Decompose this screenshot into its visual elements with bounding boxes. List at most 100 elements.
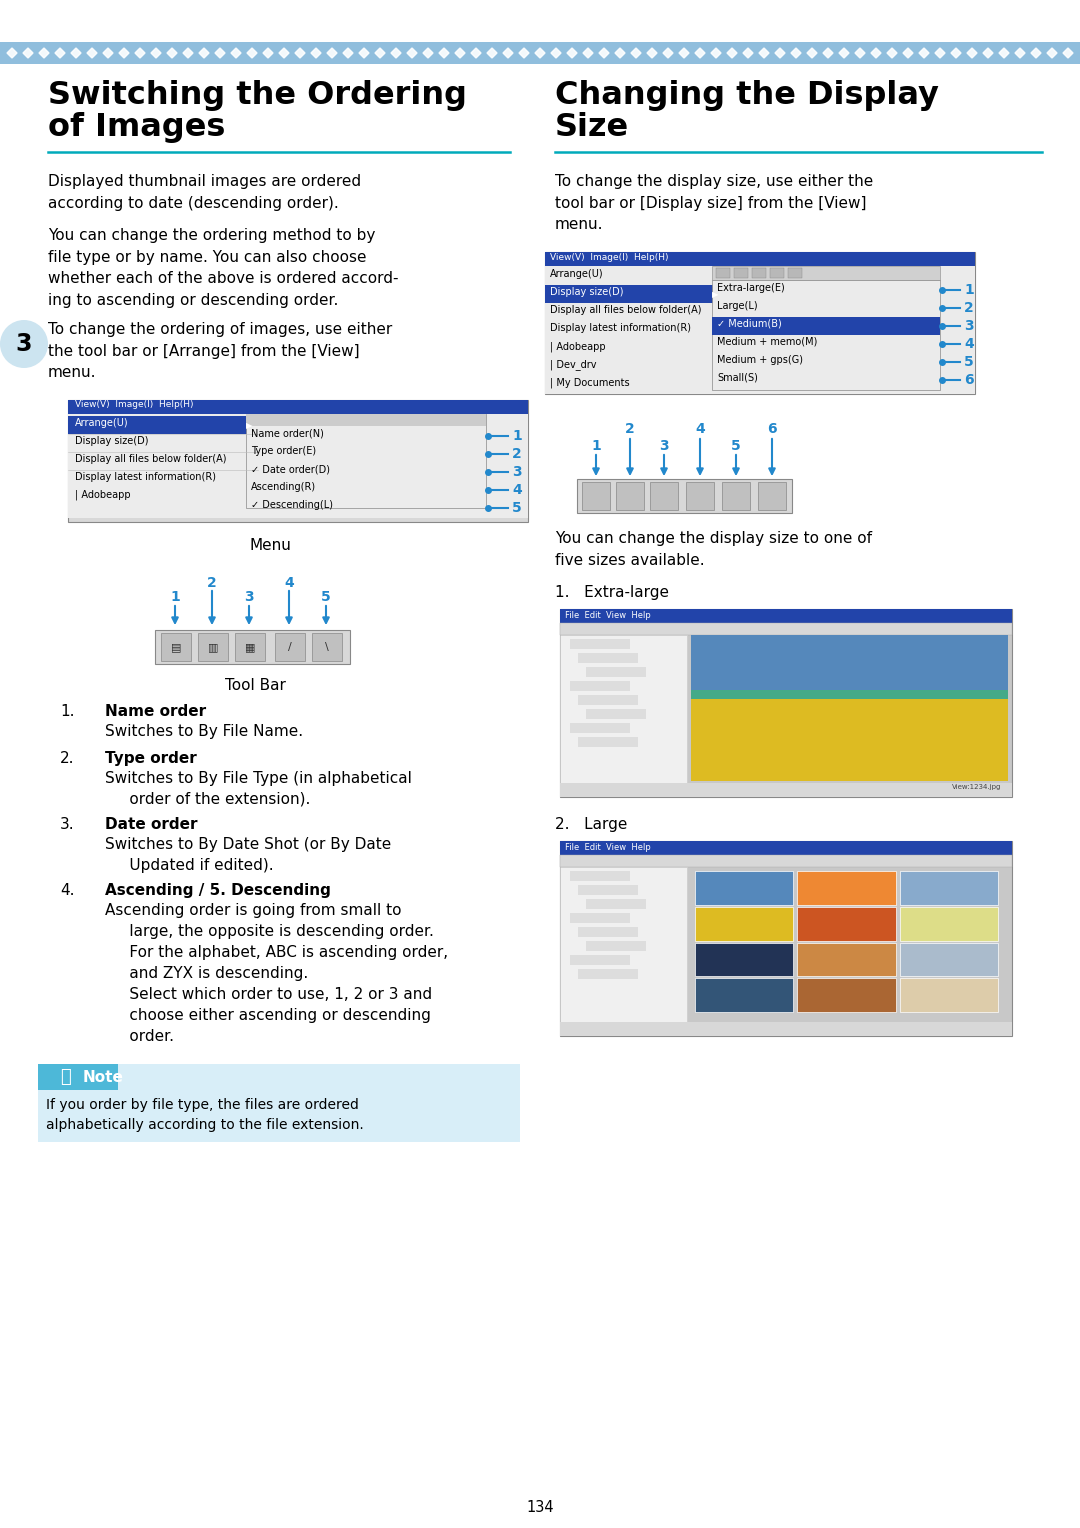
Polygon shape (903, 47, 913, 58)
Bar (578, 969, 638, 979)
Text: Name order(N): Name order(N) (251, 428, 324, 439)
Polygon shape (775, 47, 785, 58)
Text: Switches to By File Type (in alphabetical
     order of the extension).: Switches to By File Type (in alphabetica… (105, 772, 411, 807)
Polygon shape (391, 47, 401, 58)
Polygon shape (935, 47, 945, 58)
Text: Display all files below folder(A): Display all files below folder(A) (550, 306, 702, 315)
Polygon shape (343, 47, 353, 58)
Text: If you order by file type, the files are ordered
alphabetically according to the: If you order by file type, the files are… (46, 1099, 364, 1132)
Bar (561, 1022, 1012, 1036)
Polygon shape (359, 47, 369, 58)
Bar (545, 286, 728, 303)
Bar (694, 906, 793, 941)
Bar (561, 636, 687, 782)
Text: 3: 3 (244, 590, 254, 604)
Text: 4: 4 (512, 483, 522, 497)
Bar (68, 400, 528, 523)
Bar (797, 906, 895, 941)
Polygon shape (983, 47, 993, 58)
Text: \: \ (325, 642, 329, 652)
Bar (561, 840, 1012, 856)
Text: Switching the Ordering: Switching the Ordering (48, 79, 467, 112)
Polygon shape (551, 47, 561, 58)
Text: 2: 2 (964, 301, 974, 315)
Text: 5: 5 (964, 354, 974, 368)
Polygon shape (583, 47, 593, 58)
Bar (716, 267, 730, 278)
Text: File  Edit  View  Help: File Edit View Help (565, 843, 651, 853)
Text: Ascending order is going from small to
     large, the opposite is descending or: Ascending order is going from small to l… (105, 903, 448, 1044)
Text: 2: 2 (207, 576, 217, 590)
Polygon shape (1047, 47, 1057, 58)
Bar (578, 695, 638, 704)
Bar (694, 978, 793, 1012)
Polygon shape (199, 47, 210, 58)
Polygon shape (1031, 47, 1041, 58)
Text: 4.: 4. (60, 883, 75, 898)
Bar (797, 871, 895, 905)
Bar (578, 736, 638, 747)
Bar (900, 943, 998, 976)
Bar (570, 871, 630, 882)
Polygon shape (743, 47, 753, 58)
Text: 📋: 📋 (60, 1068, 71, 1086)
Polygon shape (167, 47, 177, 58)
Text: | Adobeapp: | Adobeapp (75, 490, 131, 501)
Bar (246, 414, 486, 426)
Text: 1: 1 (591, 439, 600, 452)
Polygon shape (39, 47, 49, 58)
Bar (690, 700, 1008, 781)
Text: 3: 3 (659, 439, 669, 452)
Polygon shape (471, 47, 481, 58)
Text: File  Edit  View  Help: File Edit View Help (565, 611, 651, 620)
Polygon shape (599, 47, 609, 58)
Bar (198, 633, 228, 662)
Bar (712, 316, 941, 335)
Text: ▤: ▤ (171, 642, 181, 652)
Text: ✓ Date order(D): ✓ Date order(D) (251, 465, 330, 474)
Text: Display latest information(R): Display latest information(R) (550, 322, 691, 333)
Bar (578, 927, 638, 937)
Polygon shape (264, 47, 273, 58)
Text: 2: 2 (625, 422, 635, 435)
Text: | Dev_drv: | Dev_drv (550, 359, 596, 370)
Bar (570, 681, 630, 691)
Bar (275, 633, 305, 662)
Polygon shape (87, 47, 97, 58)
Text: 2: 2 (512, 448, 522, 461)
Polygon shape (119, 47, 129, 58)
Text: Date order: Date order (105, 817, 198, 833)
Bar (38, 1063, 519, 1141)
Polygon shape (823, 47, 833, 58)
Bar (900, 978, 998, 1012)
Polygon shape (919, 47, 929, 58)
Text: ▦: ▦ (245, 642, 255, 652)
Text: Extra-large(E): Extra-large(E) (717, 283, 785, 293)
Text: ▶: ▶ (712, 290, 718, 299)
Text: You can change the display size to one of
five sizes available.: You can change the display size to one o… (555, 532, 872, 567)
Bar (68, 414, 528, 518)
Bar (586, 898, 646, 909)
Text: 5: 5 (512, 501, 522, 515)
Polygon shape (759, 47, 769, 58)
Text: Medium + memo(M): Medium + memo(M) (717, 338, 818, 347)
Polygon shape (696, 47, 705, 58)
Text: Tool Bar: Tool Bar (225, 678, 285, 694)
Bar (561, 610, 1012, 623)
Text: Switches to By File Name.: Switches to By File Name. (105, 724, 303, 740)
Bar (582, 481, 610, 510)
Polygon shape (711, 47, 721, 58)
Bar (586, 668, 646, 677)
Polygon shape (295, 47, 305, 58)
Polygon shape (951, 47, 961, 58)
Bar (690, 636, 1008, 694)
Text: 1.: 1. (60, 704, 75, 720)
Text: 6: 6 (964, 373, 974, 387)
Bar (712, 266, 941, 280)
Bar (690, 691, 1008, 703)
Polygon shape (807, 47, 816, 58)
Bar (246, 414, 486, 507)
Bar (900, 906, 998, 941)
Polygon shape (279, 47, 289, 58)
Text: 1: 1 (171, 590, 180, 604)
